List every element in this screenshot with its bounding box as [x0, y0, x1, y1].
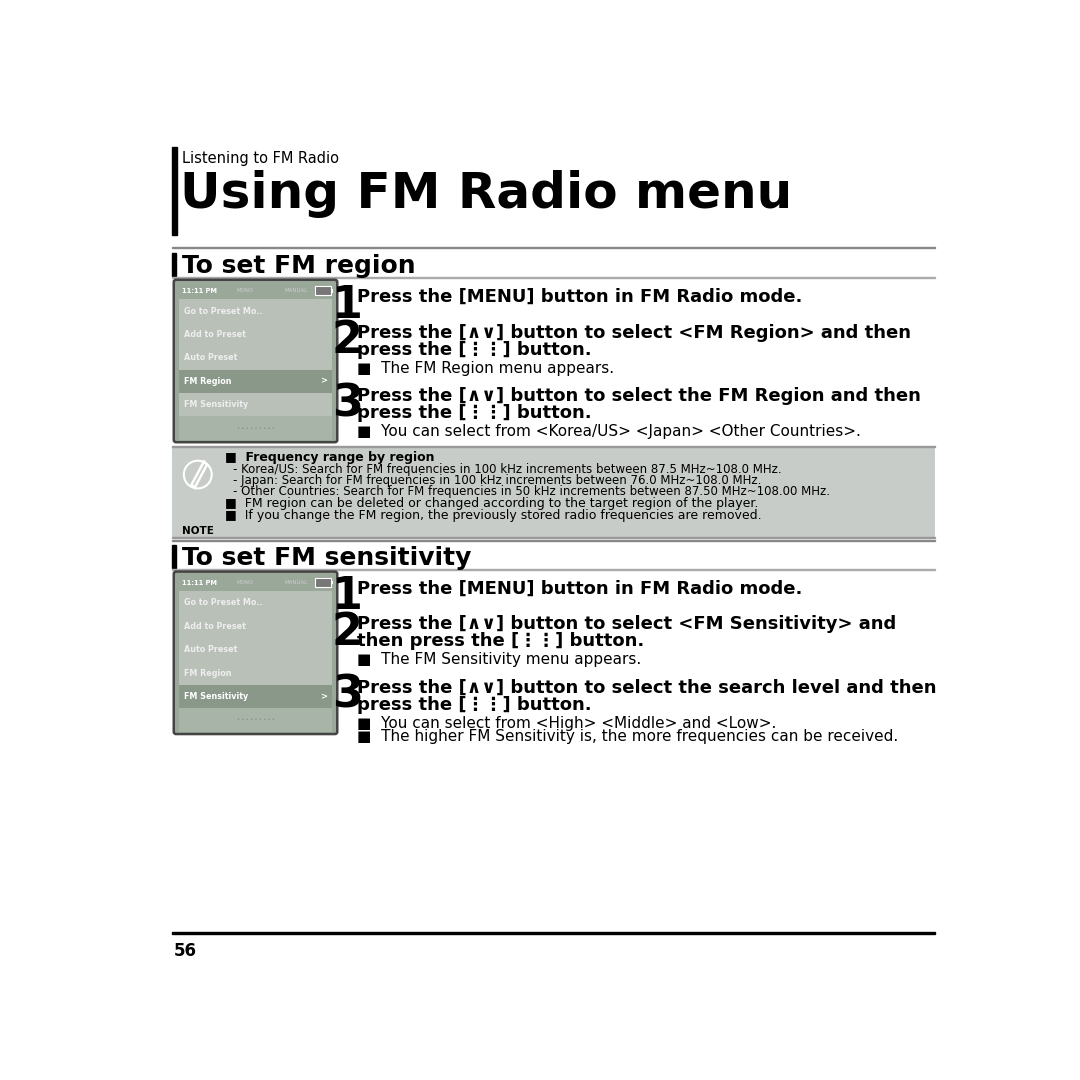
Text: FM Region: FM Region: [184, 377, 231, 386]
Text: press the [⋮⋮] button.: press the [⋮⋮] button.: [356, 696, 591, 714]
Bar: [172, 253, 176, 275]
Bar: [332, 581, 333, 584]
Text: 1: 1: [332, 576, 363, 619]
Bar: [172, 540, 935, 541]
Bar: [179, 685, 332, 708]
Bar: [172, 246, 935, 247]
Text: Using FM Radio menu: Using FM Radio menu: [180, 170, 793, 218]
Text: >: >: [320, 692, 327, 701]
Bar: [172, 446, 935, 537]
Bar: [315, 578, 332, 588]
Text: • • • • • • • • •: • • • • • • • • •: [237, 717, 274, 723]
Text: ■  You can select from <Korea/US> <Japan> <Other Countries>.: ■ You can select from <Korea/US> <Japan>…: [356, 423, 861, 438]
Text: 3: 3: [332, 382, 363, 426]
Text: ■  The FM Sensitivity menu appears.: ■ The FM Sensitivity menu appears.: [356, 652, 640, 667]
Text: 11:11 PM: 11:11 PM: [183, 580, 217, 585]
Text: then press the [⋮⋮] button.: then press the [⋮⋮] button.: [356, 633, 644, 650]
Bar: [315, 286, 332, 296]
Bar: [179, 369, 332, 393]
Text: Listening to FM Radio: Listening to FM Radio: [181, 151, 338, 166]
Bar: [172, 544, 176, 568]
Text: >: >: [320, 377, 327, 386]
Bar: [179, 708, 332, 732]
Text: Go to Preset Mo..: Go to Preset Mo..: [184, 307, 262, 315]
Text: Press the [∧∨] button to select the search level and then: Press the [∧∨] button to select the sear…: [356, 678, 936, 697]
Text: Press the [∧∨] button to select <FM Sensitivity> and: Press the [∧∨] button to select <FM Sens…: [356, 616, 896, 634]
Text: 11:11 PM: 11:11 PM: [183, 287, 217, 294]
Text: To set FM region: To set FM region: [181, 255, 415, 279]
Text: ■  The higher FM Sensitivity is, the more frequencies can be received.: ■ The higher FM Sensitivity is, the more…: [356, 729, 897, 744]
Text: MONO: MONO: [237, 580, 254, 585]
Text: FM Region: FM Region: [184, 669, 231, 677]
Bar: [332, 288, 333, 293]
Bar: [179, 591, 332, 708]
Text: To set FM sensitivity: To set FM sensitivity: [181, 546, 471, 570]
Bar: [179, 299, 332, 416]
Text: - Other Countries: Search for FM frequencies in 50 kHz increments between 87.50 : - Other Countries: Search for FM frequen…: [232, 485, 829, 498]
Text: - Japan: Search for FM frequencies in 100 kHz increments between 76.0 MHz~108.0 : - Japan: Search for FM frequencies in 10…: [232, 474, 761, 487]
Text: 2: 2: [332, 319, 363, 362]
Text: • • • • • • • • •: • • • • • • • • •: [237, 426, 274, 431]
Text: Auto Preset: Auto Preset: [184, 645, 238, 654]
Text: MANUAL: MANUAL: [284, 580, 308, 585]
Bar: [172, 932, 935, 934]
Text: press the [⋮⋮] button.: press the [⋮⋮] button.: [356, 404, 591, 421]
Text: Auto Preset: Auto Preset: [184, 353, 238, 362]
Bar: [179, 416, 332, 440]
Text: NOTE: NOTE: [181, 526, 214, 536]
Text: MONO: MONO: [237, 288, 254, 294]
FancyBboxPatch shape: [174, 280, 337, 442]
Text: 3: 3: [332, 674, 363, 717]
Text: 56: 56: [174, 942, 197, 960]
Text: Press the [MENU] button in FM Radio mode.: Press the [MENU] button in FM Radio mode…: [356, 580, 802, 598]
FancyBboxPatch shape: [174, 571, 337, 734]
Text: 1: 1: [332, 284, 363, 326]
Text: ■  You can select from <High> <Middle> and <Low>.: ■ You can select from <High> <Middle> an…: [356, 716, 777, 730]
Text: Press the [MENU] button in FM Radio mode.: Press the [MENU] button in FM Radio mode…: [356, 288, 802, 307]
Text: - Korea/US: Search for FM frequencies in 100 kHz increments between 87.5 MHz~108: - Korea/US: Search for FM frequencies in…: [232, 463, 781, 476]
Text: Add to Preset: Add to Preset: [184, 622, 246, 631]
Text: FM Sensitivity: FM Sensitivity: [184, 692, 248, 701]
Text: Add to Preset: Add to Preset: [184, 330, 246, 339]
Text: ■  If you change the FM region, the previously stored radio frequencies are remo: ■ If you change the FM region, the previ…: [225, 509, 761, 523]
Text: ■  The FM Region menu appears.: ■ The FM Region menu appears.: [356, 361, 613, 376]
Text: ■  FM region can be deleted or changed according to the target region of the pla: ■ FM region can be deleted or changed ac…: [225, 497, 758, 510]
Text: ■  Frequency range by region: ■ Frequency range by region: [225, 450, 434, 463]
Text: FM Sensitivity: FM Sensitivity: [184, 400, 248, 409]
Text: Press the [∧∨] button to select the FM Region and then: Press the [∧∨] button to select the FM R…: [356, 387, 920, 405]
Text: 2: 2: [332, 611, 363, 653]
Text: press the [⋮⋮] button.: press the [⋮⋮] button.: [356, 340, 591, 359]
Text: MANUAL: MANUAL: [284, 288, 308, 294]
Text: Press the [∧∨] button to select <FM Region> and then: Press the [∧∨] button to select <FM Regi…: [356, 324, 910, 341]
Text: Go to Preset Mo..: Go to Preset Mo..: [184, 598, 262, 607]
Bar: [172, 147, 177, 235]
